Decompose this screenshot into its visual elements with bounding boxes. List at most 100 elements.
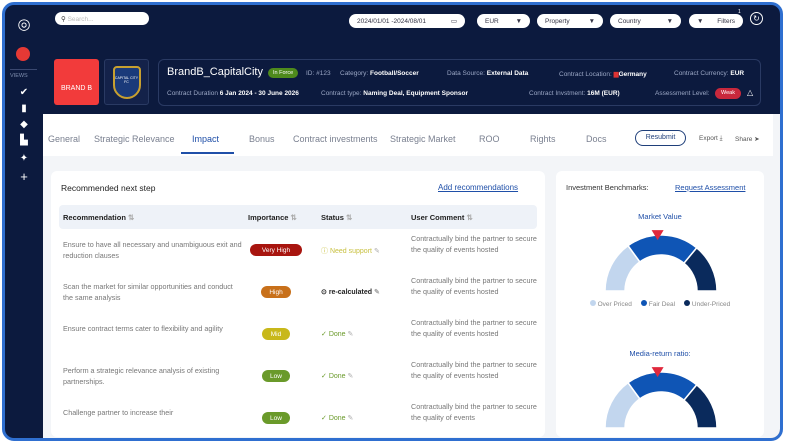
importance-badge: Low <box>262 370 290 382</box>
benchmarks-title: Investment Benchmarks: <box>566 183 649 192</box>
user-avatar[interactable] <box>16 47 30 61</box>
gauge-pointer-icon <box>651 230 664 241</box>
table-row[interactable]: Ensure contract terms cater to flexibili… <box>59 318 537 359</box>
active-tab-indicator <box>181 152 234 154</box>
tab-strategic-relevance[interactable]: Strategic Relevance <box>94 134 175 144</box>
col-user-comment[interactable]: User Comment ⇅ <box>411 213 473 222</box>
legend-label: Under-Priced <box>691 301 731 308</box>
warning-icon: △ <box>747 88 754 97</box>
status-cell: ✓ Done ✎ <box>321 372 353 380</box>
recommendation-text: Ensure contract terms cater to flexibili… <box>63 324 223 333</box>
gauge-pointer-icon <box>651 367 664 378</box>
type-field: Contract type: Naming Deal, Equipment Sp… <box>321 90 468 97</box>
legend-label: Fair Deal <box>648 301 676 308</box>
send-icon: ➤ <box>754 136 760 143</box>
legend-item: Fair Deal <box>640 300 676 308</box>
tab-general[interactable]: General <box>48 134 81 144</box>
date-range-picker[interactable]: 2024/01/01 -2024/08/01 ▭ <box>349 14 465 28</box>
investment-label: Contract Invstment: <box>529 90 586 97</box>
calendar-icon: ▭ <box>450 18 457 25</box>
recommendations-card: Recommended next step Add recommendation… <box>51 171 545 437</box>
data-source-field: Data Source: External Data <box>447 70 528 77</box>
col-label: Recommendation <box>63 213 126 222</box>
col-importance[interactable]: Importance ⇅ <box>248 213 297 222</box>
importance-badge: Low <box>262 412 290 424</box>
tab-rights[interactable]: Rights <box>530 134 556 144</box>
duration-field: Contract Duration 6 Jan 2024 - 30 June 2… <box>167 90 299 97</box>
us-flag-icon: ▆ <box>613 71 619 78</box>
resubmit-button[interactable]: Resubmit <box>635 130 686 146</box>
brand-name: BRAND B <box>60 85 93 92</box>
edit-icon[interactable]: ✎ <box>373 248 380 255</box>
table-header: Recommendation ⇅ Importance ⇅ Status ⇅ U… <box>59 205 537 229</box>
country-select[interactable]: Country ▼ <box>610 14 681 28</box>
currency-select[interactable]: EUR ▼ <box>477 14 530 28</box>
country-value: Country <box>618 17 641 25</box>
type-value: Naming Deal, Equipment Sponsor <box>363 90 469 97</box>
sort-icon[interactable]: ⇅ <box>290 213 297 222</box>
gauge-segment-fair-deal <box>627 234 698 265</box>
category-value: Football/Soccer <box>370 70 419 77</box>
importance-badge: Mid <box>262 328 290 340</box>
plus-icon[interactable]: + <box>20 169 28 184</box>
download-icon: ⤓ <box>719 135 723 142</box>
currency-field: Contract Currency: EUR <box>674 70 744 77</box>
chart-icon[interactable]: ▙ <box>20 135 28 146</box>
status-icon: ✓ <box>321 331 327 338</box>
status-label: Done <box>328 415 346 422</box>
col-label: User Comment <box>411 213 465 222</box>
table-row[interactable]: Perform a strategic relevance analysis o… <box>59 360 537 401</box>
col-label: Importance <box>248 213 289 222</box>
tabs-bar: General Strategic Relevance Impact Bonus… <box>43 114 773 156</box>
table-row[interactable]: Challenge partner to increase their Low … <box>59 402 537 438</box>
search-icon: ⚲ <box>61 16 68 23</box>
chevron-down-icon: ▼ <box>666 17 673 25</box>
sort-icon[interactable]: ⇅ <box>466 213 473 222</box>
gauge-segment-under-priced <box>682 246 718 292</box>
tab-strategic-market[interactable]: Strategic Market <box>390 134 456 144</box>
edit-icon[interactable]: ✎ <box>347 415 354 422</box>
tag-icon[interactable]: ◆ <box>20 119 28 130</box>
share-button[interactable]: Share ➤ <box>735 135 760 143</box>
property-select[interactable]: Property ▼ <box>537 14 603 28</box>
search-placeholder: Search... <box>67 16 94 23</box>
refresh-icon[interactable]: ↻ <box>750 12 763 25</box>
check-badge-icon[interactable]: ✔ <box>19 87 29 98</box>
export-button[interactable]: Export ⤓ <box>699 135 722 143</box>
sort-icon[interactable]: ⇅ <box>128 213 135 222</box>
sort-icon[interactable]: ⇅ <box>346 213 353 222</box>
filters-count: 1 <box>738 9 741 15</box>
tab-contract-investments[interactable]: Contract investments <box>293 134 378 144</box>
filters-button[interactable]: ▼ Filters <box>689 14 743 28</box>
tab-impact[interactable]: Impact <box>192 134 220 144</box>
user-comment: Contractually bind the partner to secure… <box>411 402 537 422</box>
type-label: Contract type: <box>321 90 362 97</box>
edit-icon[interactable]: ✎ <box>347 331 354 338</box>
tab-bonus[interactable]: Bonus <box>249 134 275 144</box>
table-row[interactable]: Ensure to have all necessary and unambig… <box>59 234 537 275</box>
add-recommendations-link[interactable]: Add recommendations <box>438 183 519 192</box>
source-value: External Data <box>486 70 529 77</box>
assessment-badge: Weak <box>715 88 741 99</box>
currency-value: EUR <box>730 70 745 77</box>
edit-icon[interactable]: ✎ <box>347 373 354 380</box>
table-row[interactable]: Scan the market for similar opportunitie… <box>59 276 537 317</box>
tab-roo[interactable]: ROO <box>479 134 500 144</box>
col-recommendation[interactable]: Recommendation ⇅ <box>63 213 134 222</box>
status-cell: ✓ Done ✎ <box>321 330 353 338</box>
sparkle-icon[interactable]: ✦ <box>19 153 29 164</box>
legend-dot <box>589 300 596 306</box>
edit-icon[interactable]: ✎ <box>373 289 380 296</box>
tab-docs[interactable]: Docs <box>586 134 607 144</box>
location-value: Germany <box>618 71 647 78</box>
export-label: Export <box>699 135 718 142</box>
request-assessment-link[interactable]: Request Assessment <box>675 183 746 192</box>
user-comment: Contractually bind the partner to secure… <box>411 360 537 380</box>
search-input[interactable]: ⚲ Search... <box>55 12 149 25</box>
app-logo-icon: ◎ <box>17 16 31 33</box>
recommendation-text: Ensure to have all necessary and unambig… <box>63 240 242 260</box>
currency-label: Contract Currency: <box>674 70 729 77</box>
col-status[interactable]: Status ⇅ <box>321 213 352 222</box>
gauge-title: Media-return ratio: <box>629 349 691 358</box>
bookmark-icon[interactable]: ▮ <box>21 103 27 114</box>
